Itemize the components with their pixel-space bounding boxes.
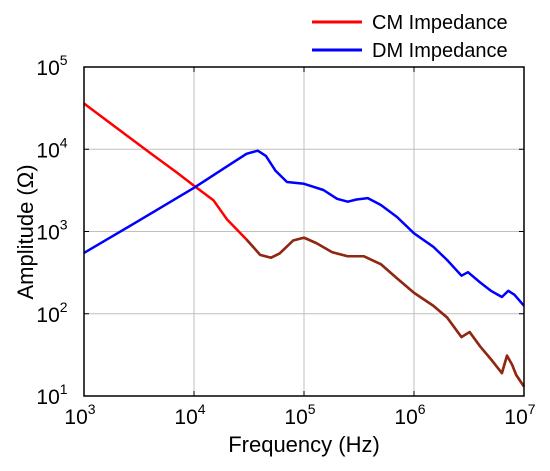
y-tick-label: 105 [36,52,67,80]
y-tick-label: 101 [36,381,67,409]
x-axis-label: Frequency (Hz) [228,432,380,457]
grid [84,67,524,396]
legend-label-dm: DM Impedance [372,40,508,62]
x-tick-label: 104 [174,401,205,429]
y-axis-label: Amplitude (Ω) [13,164,38,299]
legend-label-cm: CM Impedance [372,12,508,34]
x-tick-labels: 103 104 105 106 107 [64,401,535,429]
x-tick-label: 105 [284,401,315,429]
legend: CM Impedance DM Impedance [312,12,508,62]
x-tick-label: 107 [504,401,535,429]
series-line-cm-impedance-overlap [245,236,526,388]
series-line-dm-impedance [83,149,525,307]
y-tick-label: 104 [36,134,67,162]
axis-ticks [83,66,525,397]
plot-series [83,102,526,388]
y-tick-labels: 101 102 103 104 105 [36,52,67,409]
y-tick-label: 103 [36,217,67,245]
x-tick-label: 106 [394,401,425,429]
y-tick-label: 102 [36,299,67,327]
x-tick-label: 103 [64,401,95,429]
